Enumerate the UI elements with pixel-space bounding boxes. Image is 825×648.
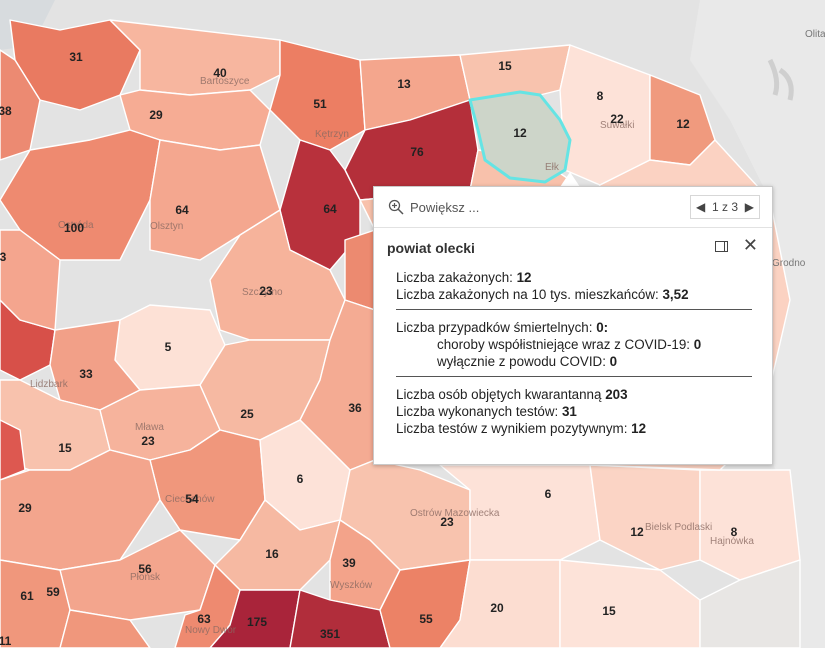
count-label: 39 [342,556,356,570]
info-line-deaths: Liczba przypadków śmiertelnych: 0: [396,320,609,335]
place-olita: Olita [805,29,825,40]
selected-county-olecki[interactable] [468,90,572,184]
count-label: 20 [490,601,504,615]
info-line-positive-tests: Liczba testów z wynikiem pozytywnym: 12 [396,421,647,436]
info-line-per-10k: Liczba zakażonych na 10 tys. mieszkańców… [396,287,689,302]
popup-toolbar: Powiększ ... ◀ 1 z 3 ▶ [374,187,772,228]
place-bartoszyce: Bartoszyce [200,76,250,87]
pager-text: 1 z 3 [711,200,738,214]
place-suwalki: Suwałki [600,120,634,131]
count-label: 23 [440,515,454,529]
count-label: 3 [0,250,7,264]
popup-title: powiat olecki [387,240,475,256]
count-label: 15 [498,59,512,73]
count-label: 16 [265,547,279,561]
count-label: 38 [0,104,12,118]
count-label: 33 [79,367,93,381]
place-hajnowka: Hajnówka [710,536,754,547]
count-label: 31 [69,50,83,64]
feature-pager: ◀ 1 z 3 ▶ [690,195,760,219]
feature-popup: Powiększ ... ◀ 1 z 3 ▶ powiat olecki ✕ L… [373,186,773,465]
count-label: 63 [197,612,211,626]
place-ketrzyn: Kętrzyn [315,129,349,140]
count-label: 29 [18,501,32,515]
info-line-comorbid: choroby współistniejące wraz z COVID-19:… [437,337,702,352]
divider [396,309,752,310]
count-label: 54 [185,492,199,506]
count-label: 55 [419,612,433,626]
count-label: 13 [397,77,411,91]
place-ostrow: Ostrów Mazowiecka [410,508,500,519]
info-line-covid-only: wyłącznie z powodu COVID: 0 [437,354,618,369]
count-label: 56 [138,562,152,576]
count-label: 29 [149,108,163,122]
info-line-infected: Liczba zakażonych: 12 [396,270,532,285]
count-label: 11 [0,634,12,648]
count-label: 40 [213,66,227,80]
lake-shape [767,58,794,101]
zoom-in-icon [388,199,404,215]
county-dark-left-2[interactable] [0,419,26,481]
count-label: 25 [240,407,254,421]
popup-pointer [560,172,580,187]
county-20[interactable] [439,559,561,648]
count-label: 6 [297,472,304,486]
count-label: 15 [602,604,616,618]
popup-content: Liczba zakażonych: 12 Liczba zakażonych … [396,269,752,437]
count-label: 22 [610,112,624,126]
count-label: 8 [731,525,738,539]
county-100[interactable] [0,129,161,261]
next-arrow-icon[interactable]: ▶ [744,200,754,214]
count-label: 12 [630,525,644,539]
county-351[interactable] [289,589,391,648]
place-lidzbark: Lidzbark [30,379,69,390]
count-label: 12 [513,126,527,140]
place-grodno: Grodno [772,258,806,269]
place-mlawa: Mława [135,422,164,433]
county-8-hajnowka[interactable] [699,469,801,581]
info-line-tests: Liczba wykonanych testów: 31 [396,404,577,419]
count-label: 64 [323,202,337,216]
divider [396,376,752,377]
count-label: 76 [410,145,424,159]
count-label: 23 [141,434,155,448]
zoom-to-button[interactable]: Powiększ ... [388,198,479,216]
place-plonsk: Płońsk [130,572,161,583]
count-label: 61 [20,589,34,603]
county-59[interactable] [59,609,151,648]
count-label: 23 [259,284,273,298]
count-label: 8 [597,89,604,103]
county-border-strip[interactable] [344,229,376,311]
count-label: 12 [676,117,690,131]
count-label: 51 [313,97,327,111]
count-label: 64 [175,203,189,217]
zoom-label: Powiększ ... [410,199,480,215]
place-ciechanow: Ciechanów [165,494,215,505]
place-bielsk: Bielsk Podlaski [645,522,712,533]
count-label: 36 [348,401,362,415]
count-label: 351 [320,627,340,641]
count-label: 15 [58,441,72,455]
info-line-quarantine: Liczba osób objętych kwarantanną 203 [396,387,628,402]
previous-arrow-icon[interactable]: ◀ [696,200,706,214]
place-olsztyn: Olsztyn [150,221,183,232]
place-szczytno: Szczytno [242,287,283,298]
count-label: 100 [64,221,84,235]
count-label: 59 [46,585,60,599]
place-elk: Ełk [545,162,560,173]
dock-icon[interactable] [715,241,728,252]
place-nowy-dwor: Nowy Dwór [185,625,237,636]
place-ostroda: Ostróda [58,220,94,231]
close-icon[interactable]: ✕ [742,235,758,255]
count-label: 175 [247,615,267,629]
count-label: 6 [545,487,552,501]
count-label: 5 [165,340,172,354]
county-neighbor-bottom [699,559,801,648]
county-38[interactable] [0,49,41,161]
place-wyszkow: Wyszków [330,580,373,591]
